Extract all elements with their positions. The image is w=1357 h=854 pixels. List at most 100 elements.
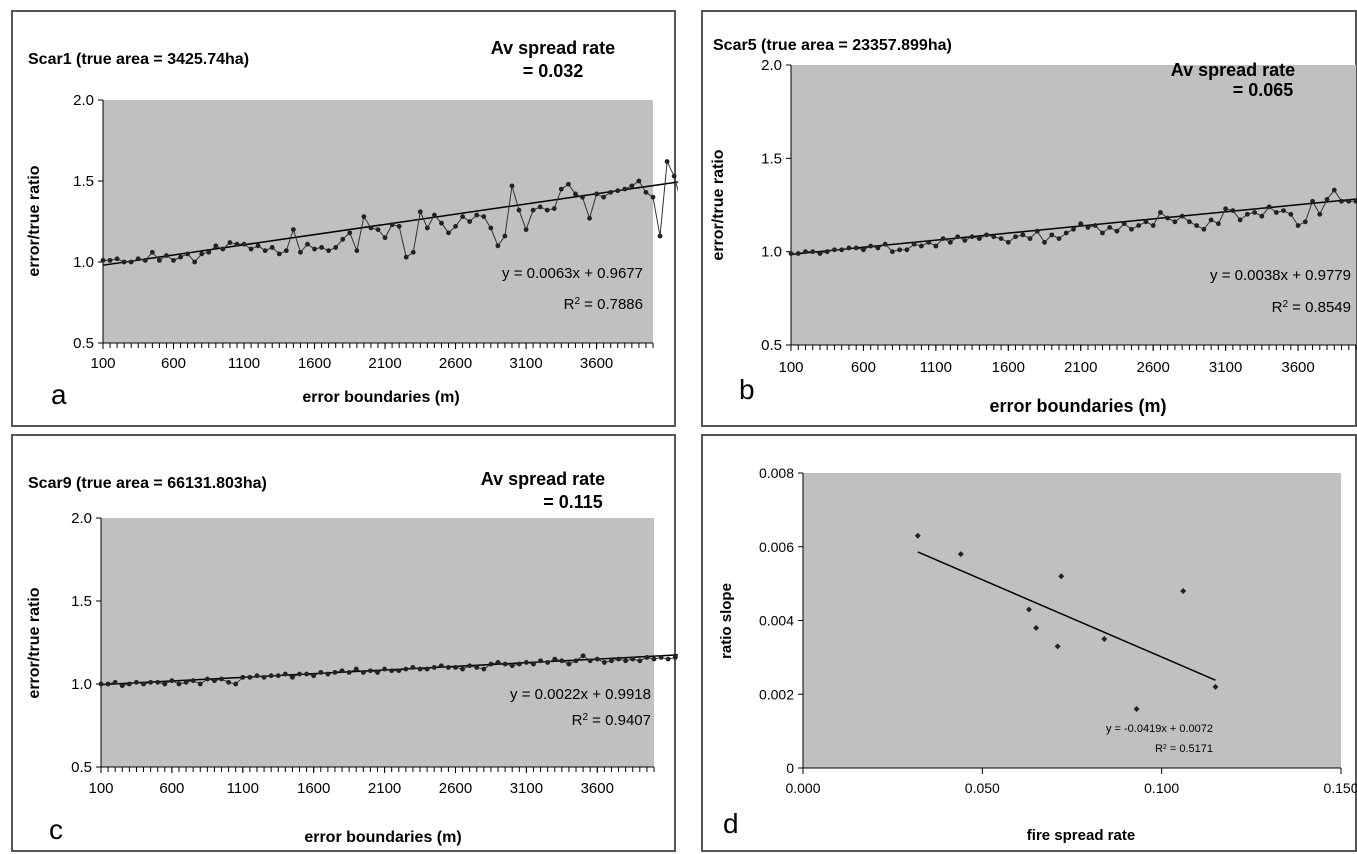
- chart-c-data-point: [417, 666, 423, 672]
- chart-a-data-point: [453, 223, 458, 229]
- chart-b-data-point: [1223, 206, 1229, 212]
- chart-d-x-tick-label: 0.100: [1144, 780, 1179, 796]
- chart-d-y-tick-label: 0.006: [759, 539, 794, 555]
- chart-a-data-point: [516, 207, 522, 213]
- chart-c-data-point: [453, 665, 458, 670]
- chart-a-y-tick-label: 1.5: [73, 173, 94, 190]
- chart-a-data-point: [375, 227, 381, 233]
- chart-c-data-point: [155, 679, 161, 685]
- chart-a-panel-letter: a: [51, 379, 67, 410]
- chart-a-data-point: [488, 225, 494, 231]
- chart-d-r-squared: R2 = 0.5171: [1155, 743, 1213, 755]
- chart-c-data-point: [119, 683, 125, 689]
- chart-c-data-point: [474, 665, 480, 670]
- chart-a-x-tick-label: 3600: [580, 355, 613, 372]
- chart-c-data-point: [460, 666, 465, 672]
- chart-a-x-tick-label: 2600: [439, 355, 472, 372]
- chart-b-data-point: [1056, 236, 1062, 242]
- chart-b-data-point: [1129, 226, 1134, 232]
- chart-c-x-tick-label: 1100: [227, 780, 259, 797]
- panel-b: 0.5 1.0 1.5 2.0 100 600 1100 1600 2100 2600 3100 36…: [701, 10, 1357, 427]
- chart-a-data-point: [305, 241, 310, 247]
- chart-c-x-tick-label: 2600: [439, 780, 472, 797]
- chart-a-data-point: [128, 259, 134, 265]
- chart-c-regression-equation: y = 0.0022x + 0.9918: [510, 686, 651, 703]
- chart-b-x-tick-label: 3100: [1209, 359, 1242, 376]
- chart-d-y-tick-label: 0.008: [759, 465, 794, 481]
- chart-b-data-point: [1172, 219, 1178, 225]
- chart-b-data-point: [1201, 226, 1207, 232]
- chart-b-data-point: [1165, 215, 1171, 221]
- chart-b-data-point: [1034, 228, 1040, 234]
- chart-a-data-point: [333, 245, 339, 250]
- chart-a-data-point: [234, 241, 240, 247]
- chart-c-data-point: [176, 681, 182, 687]
- chart-a-data-point: [573, 191, 578, 197]
- chart-c-data-point: [481, 666, 487, 672]
- chart-b-data-point: [897, 247, 903, 253]
- chart-c-data-point: [403, 666, 409, 672]
- chart-b-data-point: [824, 249, 830, 255]
- chart-b-data-point: [969, 234, 975, 240]
- chart-b-data-point: [991, 234, 997, 240]
- chart-b-data-point: [1302, 219, 1308, 225]
- chart-c-data-point: [290, 674, 295, 680]
- chart-a-data-point: [347, 230, 353, 236]
- chart-c-data-point: [353, 666, 359, 672]
- chart-b-data-point: [1136, 223, 1142, 228]
- chart-a-data-point: [622, 186, 628, 192]
- chart-a-data-point: [164, 253, 169, 258]
- chart-b-data-point: [1273, 210, 1279, 215]
- chart-a-data-point: [650, 194, 656, 200]
- chart-b-data-point: [1331, 187, 1337, 193]
- chart-c-x-tick-label: 2100: [368, 780, 401, 797]
- chart-c-data-point: [616, 656, 621, 662]
- chart-a-data-point: [551, 206, 557, 211]
- chart-b-data-point: [904, 247, 910, 253]
- chart-a-y-tick-label: 2.0: [73, 92, 94, 109]
- chart-a-data-point: [460, 214, 466, 220]
- chart-a-data-point: [149, 249, 155, 255]
- chart-b-data-point: [1237, 217, 1243, 223]
- chart-b-data-point: [1158, 210, 1163, 215]
- chart-a-data-point: [276, 251, 282, 257]
- chart-a-data-point: [587, 215, 592, 221]
- chart-c-data-point: [644, 655, 650, 660]
- chart-a-x-tick-label: 600: [161, 355, 186, 372]
- chart-a-data-point: [192, 259, 198, 265]
- chart-b-regression-equation: y = 0.0038x + 0.9779: [1210, 267, 1351, 284]
- chart-c-data-point: [580, 653, 586, 659]
- chart-c-data-point: [573, 658, 579, 664]
- chart-b-data-point: [890, 249, 895, 255]
- chart-d-y-tick-label: 0.004: [759, 613, 794, 629]
- chart-a-data-point: [481, 214, 487, 220]
- chart-a-data-point: [361, 214, 367, 220]
- chart-c-data-point: [467, 663, 473, 669]
- chart-b-x-tick-label: 1600: [992, 359, 1025, 376]
- chart-a-data-point: [657, 233, 663, 239]
- chart-b-data-point: [803, 249, 808, 255]
- chart-c-x-tick-label: 600: [159, 780, 184, 797]
- chart-b-x-axis-label: error boundaries (m): [989, 396, 1166, 416]
- chart-d-data-point: [1058, 573, 1065, 580]
- chart-d-data-point: [1101, 635, 1108, 642]
- chart-c-data-point: [212, 678, 217, 684]
- chart-b-y-tick-label: 1.5: [761, 150, 782, 167]
- chart-b-data-point: [1230, 208, 1236, 214]
- chart-a-x-tick-label: 2100: [368, 355, 401, 372]
- chart-d-x-tick-label: 0.000: [785, 780, 820, 796]
- chart-c-data-point: [219, 676, 224, 682]
- chart-a-spread-rate-value: = 0.032: [523, 61, 584, 81]
- chart-a-data-point: [298, 249, 303, 255]
- chart-c-y-tick-label: 0.5: [71, 759, 92, 776]
- chart-b-data-point: [1310, 198, 1315, 204]
- chart-a-title: Scar1 (true area = 3425.74ha): [28, 51, 249, 68]
- chart-b-data-point: [1244, 211, 1250, 217]
- chart-c-data-point: [630, 656, 636, 662]
- chart-b-trend-line: [790, 198, 1357, 256]
- chart-a-data-point: [615, 188, 621, 194]
- chart-a-data-point: [608, 189, 614, 195]
- chart-b-data-point: [940, 236, 946, 242]
- chart-b-data-point: [1179, 213, 1185, 219]
- chart-a-plot-area: [103, 100, 653, 343]
